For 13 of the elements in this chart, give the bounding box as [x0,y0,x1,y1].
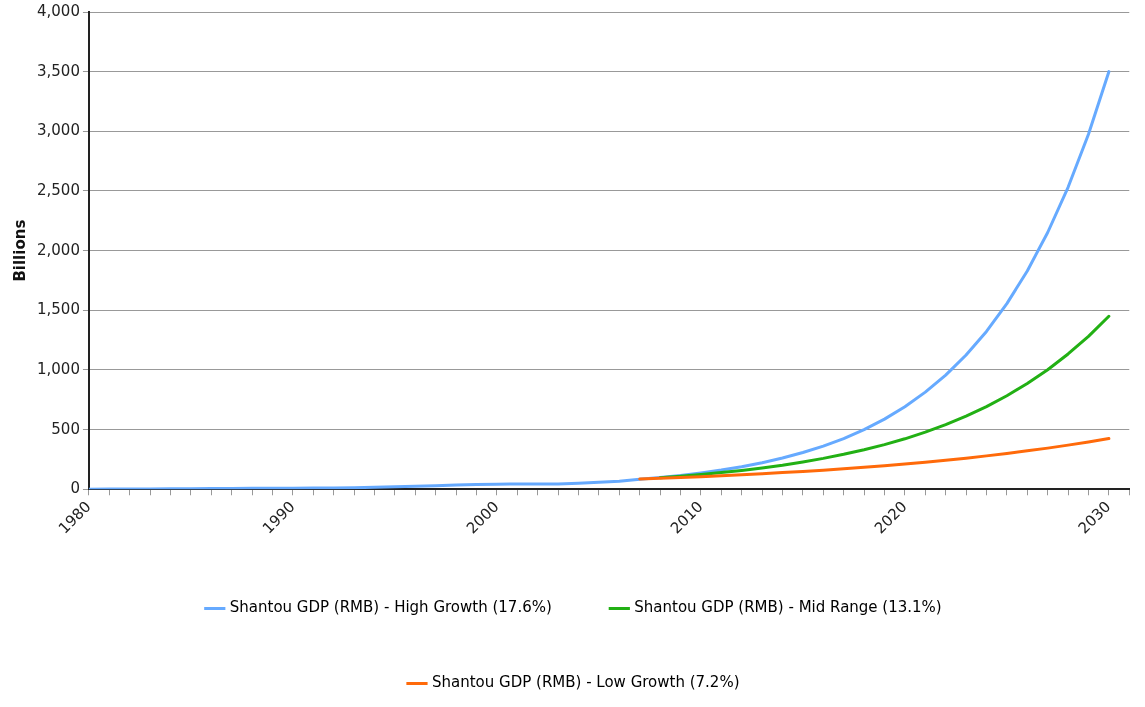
y-axis-title: Billions [10,219,29,282]
y-tick-label: 500 [51,419,80,438]
legend-label: Shantou GDP (RMB) - Low Growth (7.2%) [431,673,740,692]
y-tick-label: 2,000 [36,240,80,259]
legend-label: Shantou GDP (RMB) - High Growth (17.6%) [229,598,552,617]
y-tick-label: 0 [70,479,80,498]
y-tick-label: 4,000 [36,1,80,20]
y-tick-label: 1,000 [36,359,80,378]
y-tick-label: 3,500 [36,61,80,80]
y-tick-label: 1,500 [36,300,80,319]
y-tick-label: 3,000 [36,121,80,140]
y-tick-label: 2,500 [36,180,80,199]
legend-label: Shantou GDP (RMB) - Mid Range (13.1%) [634,598,942,617]
